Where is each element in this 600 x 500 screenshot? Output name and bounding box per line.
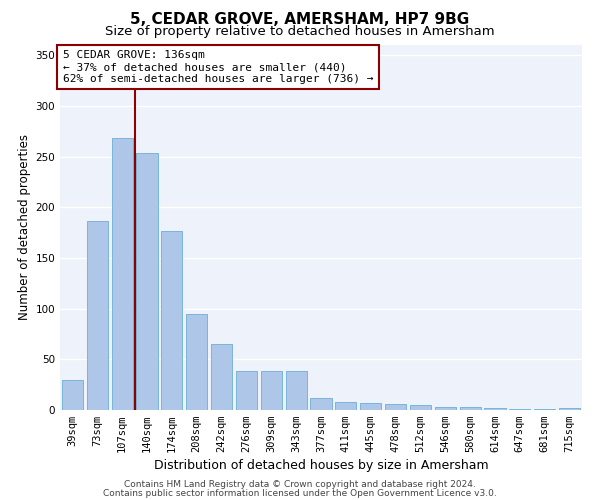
Bar — [286, 372, 307, 410]
Bar — [335, 402, 356, 410]
Bar — [112, 138, 133, 410]
Bar — [236, 372, 257, 410]
Bar — [360, 403, 381, 410]
Bar — [534, 409, 555, 410]
Bar — [484, 408, 506, 410]
X-axis label: Distribution of detached houses by size in Amersham: Distribution of detached houses by size … — [154, 460, 488, 472]
Bar — [559, 408, 580, 410]
Bar — [460, 407, 481, 410]
Text: Contains public sector information licensed under the Open Government Licence v3: Contains public sector information licen… — [103, 488, 497, 498]
Bar — [161, 230, 182, 410]
Bar — [186, 314, 207, 410]
Bar — [410, 405, 431, 410]
Bar — [509, 409, 530, 410]
Text: 5 CEDAR GROVE: 136sqm
← 37% of detached houses are smaller (440)
62% of semi-det: 5 CEDAR GROVE: 136sqm ← 37% of detached … — [62, 50, 373, 84]
Bar — [87, 222, 108, 410]
Bar — [435, 407, 456, 410]
Text: Size of property relative to detached houses in Amersham: Size of property relative to detached ho… — [105, 25, 495, 38]
Bar — [211, 344, 232, 410]
Bar — [310, 398, 332, 410]
Bar — [62, 380, 83, 410]
Text: 5, CEDAR GROVE, AMERSHAM, HP7 9BG: 5, CEDAR GROVE, AMERSHAM, HP7 9BG — [130, 12, 470, 28]
Bar — [136, 154, 158, 410]
Y-axis label: Number of detached properties: Number of detached properties — [18, 134, 31, 320]
Text: Contains HM Land Registry data © Crown copyright and database right 2024.: Contains HM Land Registry data © Crown c… — [124, 480, 476, 489]
Bar — [261, 372, 282, 410]
Bar — [385, 404, 406, 410]
